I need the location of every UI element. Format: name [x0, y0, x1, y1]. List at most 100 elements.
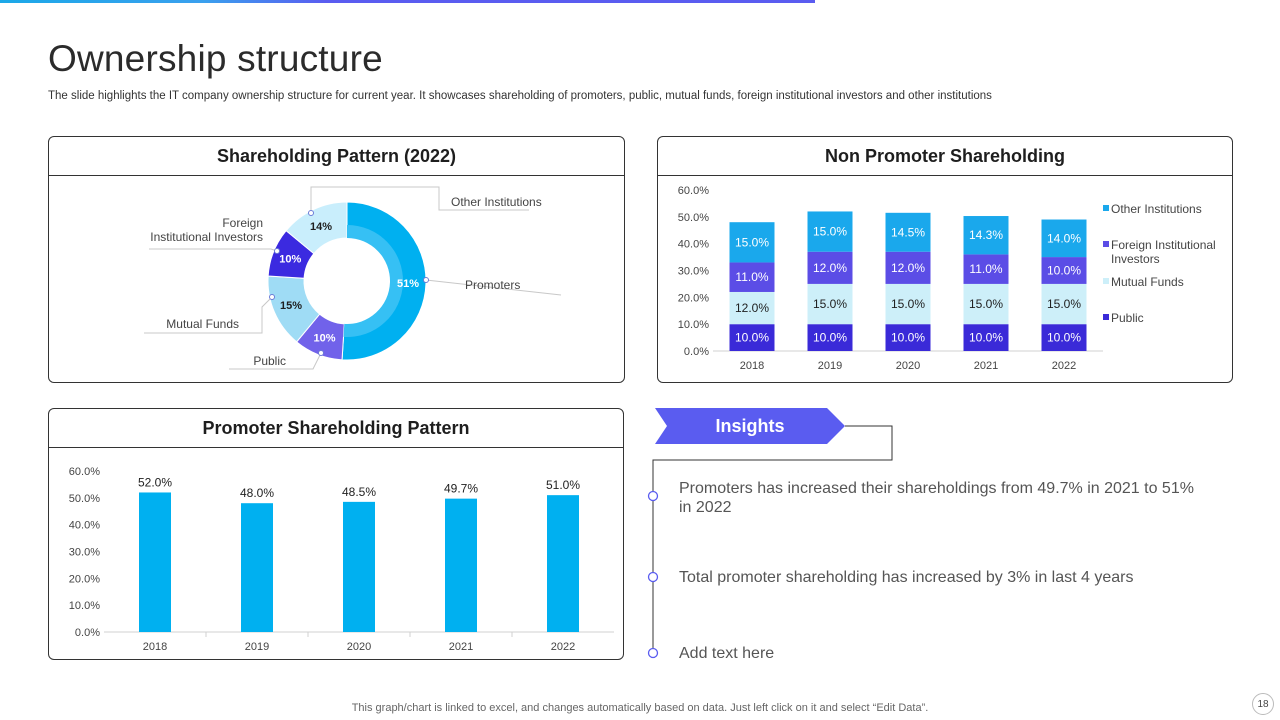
- promoter-panel: Promoter Shareholding Pattern 0.0% 10.0% 2…: [48, 408, 624, 660]
- stacked-bar-segment[interactable]: [963, 324, 1009, 351]
- legend-swatch: [1103, 241, 1109, 247]
- promoter-bar-chart[interactable]: 0.0% 10.0% 20.0% 30.0% 40.0% 50.0% 60.0% 52.0% 2…: [49, 409, 624, 660]
- donut-leader-dot: [269, 294, 275, 300]
- stacked-bar-value-label: 10.0%: [813, 331, 847, 345]
- legend-swatch: [1103, 278, 1109, 284]
- stacked-bar-segment[interactable]: [1041, 257, 1087, 284]
- y-tick-label: 60.0%: [678, 185, 709, 197]
- donut-leader-line: [425, 279, 562, 296]
- donut-value-label: 51%: [397, 278, 419, 290]
- y-tick-label: 60.0%: [69, 466, 100, 478]
- x-tick-label: 2019: [245, 641, 269, 653]
- stacked-bar-value-label: 11.0%: [969, 262, 1002, 276]
- promoter-bar[interactable]: [241, 503, 273, 632]
- promoter-bar-value-label: 51.0%: [546, 478, 580, 492]
- x-tick-label: 2020: [896, 360, 920, 372]
- insights-tag-shape: [655, 408, 845, 444]
- stacked-bar-value-label: 12.0%: [735, 301, 769, 315]
- stacked-bar-value-label: 11.0%: [735, 270, 768, 284]
- stacked-bar-segment[interactable]: [963, 254, 1009, 284]
- promoter-bar[interactable]: [343, 501, 375, 632]
- stacked-bar-segment[interactable]: [807, 324, 853, 351]
- stacked-bar-value-label: 14.5%: [891, 225, 925, 239]
- top-accent-bar: [0, 0, 815, 3]
- stacked-bar-value-label: 10.0%: [735, 331, 769, 345]
- promoter-heading: Promoter Shareholding Pattern: [49, 409, 623, 448]
- insights-timeline: [647, 425, 893, 659]
- stacked-bar-segment[interactable]: [807, 283, 853, 325]
- donut-leader-dot: [308, 210, 314, 216]
- stacked-bar-value-label: 15.0%: [735, 235, 769, 249]
- donut-leader-line: [229, 352, 322, 370]
- donut-leader-line: [149, 248, 278, 252]
- y-tick-label: 20.0%: [69, 573, 100, 585]
- stacked-bar-value-label: 12.0%: [813, 261, 847, 275]
- stacked-bar-value-label: 10.0%: [891, 331, 925, 345]
- y-tick-label: 10.0%: [69, 600, 100, 612]
- stacked-bar-segment[interactable]: [885, 283, 931, 325]
- stacked-bar-segment[interactable]: [885, 251, 931, 284]
- promoter-bar[interactable]: [445, 498, 477, 632]
- stacked-bar-segment[interactable]: [729, 324, 775, 351]
- shareholding-donut-chart[interactable]: 51% 10% 15% 10% 14% Promoters Public Mutual Fun…: [49, 137, 625, 383]
- y-tick-label: 20.0%: [678, 292, 709, 304]
- stacked-bar-segment[interactable]: [729, 291, 775, 325]
- donut-leader-line: [144, 296, 273, 334]
- stacked-bar-value-label: 12.0%: [891, 261, 925, 275]
- donut-category-label: Foreign: [222, 216, 263, 230]
- donut-slice[interactable]: [341, 201, 427, 361]
- stacked-bar-value-label: 10.0%: [1047, 264, 1081, 278]
- stacked-bar-segment[interactable]: [1041, 324, 1087, 351]
- x-tick-label: 2019: [818, 360, 842, 372]
- insight-item-2: Total promoter shareholding has increase…: [679, 569, 1134, 586]
- stacked-bar-segment[interactable]: [963, 283, 1009, 325]
- stacked-bar-value-label: 10.0%: [969, 331, 1003, 345]
- x-tick-label: 2018: [143, 641, 167, 653]
- legend-label: Investors: [1111, 252, 1160, 266]
- stacked-bar-segment[interactable]: [1041, 219, 1087, 258]
- promoter-bar[interactable]: [139, 492, 171, 632]
- stacked-bar-value-label: 15.0%: [813, 297, 847, 311]
- legend-label: Mutual Funds: [1111, 275, 1184, 289]
- legend-label: Other Institutions: [1111, 202, 1202, 216]
- y-tick-label: 30.0%: [69, 547, 100, 559]
- stacked-bar-value-label: 15.0%: [813, 225, 847, 239]
- y-tick-label: 10.0%: [678, 319, 709, 331]
- donut-slice[interactable]: [285, 201, 348, 255]
- footer-note: This graph/chart is linked to excel, and…: [351, 702, 929, 714]
- timeline-dot-3: [647, 647, 659, 659]
- donut-category-label: Institutional Investors: [150, 230, 263, 244]
- non-promoter-stacked-chart[interactable]: 0.0% 10.0% 20.0% 30.0% 40.0% 50.0% 60.0% 10.0% 1…: [658, 137, 1233, 383]
- promoter-bar-value-label: 48.5%: [342, 485, 376, 499]
- insight-item-3: Add text here: [679, 645, 775, 662]
- page-number: 18: [1252, 693, 1274, 715]
- x-tick-label: 2020: [347, 641, 371, 653]
- stacked-bar-segment[interactable]: [963, 216, 1009, 255]
- legend-swatch: [1103, 314, 1109, 320]
- stacked-bar-segment[interactable]: [885, 212, 931, 252]
- promoter-bar-value-label: 52.0%: [138, 475, 172, 489]
- page-title: Ownership structure: [48, 38, 383, 79]
- promoter-bar-value-label: 49.7%: [444, 482, 478, 496]
- donut-value-label: 10%: [279, 254, 301, 266]
- insight-item-1: Promoters has increased their shareholdi…: [679, 480, 1194, 516]
- shareholding-pattern-heading: Shareholding Pattern (2022): [49, 137, 624, 176]
- promoter-bar-value-label: 48.0%: [240, 486, 274, 500]
- x-tick-label: 2021: [449, 641, 473, 653]
- x-tick-label: 2018: [740, 360, 764, 372]
- stacked-bar-value-label: 15.0%: [891, 297, 925, 311]
- promoter-bar[interactable]: [547, 495, 579, 632]
- y-tick-label: 40.0%: [678, 239, 709, 251]
- page-subtitle: The slide highlights the IT company owne…: [48, 90, 992, 102]
- shareholding-pattern-panel: Shareholding Pattern (2022) 51% 10% 15% 10%…: [48, 136, 625, 383]
- stacked-bar-segment[interactable]: [729, 262, 775, 292]
- legend-label: Public: [1111, 311, 1144, 325]
- stacked-bar-segment[interactable]: [729, 222, 775, 263]
- stacked-bar-segment[interactable]: [807, 211, 853, 252]
- stacked-bar-segment[interactable]: [1041, 283, 1087, 325]
- donut-value-label: 10%: [314, 333, 336, 345]
- y-tick-label: 0.0%: [75, 627, 100, 639]
- donut-leader-line: [310, 186, 529, 213]
- stacked-bar-segment[interactable]: [885, 324, 931, 351]
- stacked-bar-segment[interactable]: [807, 251, 853, 284]
